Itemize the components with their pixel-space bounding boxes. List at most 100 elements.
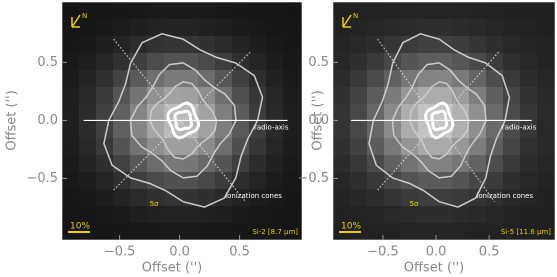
pixel: [333, 155, 350, 172]
pixel: [113, 155, 130, 172]
pixel: [130, 223, 147, 240]
pixel: [96, 87, 113, 104]
pixel: [401, 155, 418, 172]
pixel: [164, 223, 181, 240]
pixel: [435, 70, 452, 87]
pixel: [249, 2, 266, 19]
pixel: [486, 104, 503, 121]
pixel: [79, 2, 96, 19]
pixel: [401, 189, 418, 206]
pixel: [249, 87, 266, 104]
pixel: [147, 87, 164, 104]
pixel: [333, 189, 350, 206]
pixel: [435, 53, 452, 70]
pixel: [198, 36, 215, 53]
y-axis-label: Offset (''): [5, 90, 20, 150]
pixel: [79, 138, 96, 155]
pixel: [300, 223, 302, 240]
pixel: [537, 155, 554, 172]
pixel: [181, 155, 198, 172]
pixel: [469, 121, 486, 138]
pixel: [469, 172, 486, 189]
pixel: [486, 19, 503, 36]
pixel: [333, 104, 350, 121]
pixel: [520, 19, 537, 36]
pixel: [96, 2, 113, 19]
pixel: [537, 87, 554, 104]
filter-label: Si-2 [8.7 μm]: [252, 228, 298, 236]
pixel: [418, 2, 435, 19]
pixel: [350, 206, 367, 223]
pixel: [537, 172, 554, 189]
pixel: [486, 172, 503, 189]
sigma-label: 5σ: [409, 200, 418, 208]
pixel: [520, 155, 537, 172]
pixel: [469, 223, 486, 240]
pixel: [300, 155, 302, 172]
pixel: [79, 206, 96, 223]
pixel: [147, 155, 164, 172]
pixel: [164, 19, 181, 36]
pixel: [79, 121, 96, 138]
pixel: [79, 53, 96, 70]
pixel: [232, 2, 249, 19]
pixel: [164, 87, 181, 104]
pixel: [486, 223, 503, 240]
pixel: [537, 206, 554, 223]
pixel: [232, 121, 249, 138]
y-tick-label: 0.0: [308, 113, 329, 128]
pixel: [113, 206, 130, 223]
pixel: [486, 87, 503, 104]
scale-label: 10%: [341, 222, 361, 232]
pixel: [486, 189, 503, 206]
pixel: [300, 53, 302, 70]
pixel: [401, 36, 418, 53]
pixel: [350, 104, 367, 121]
pixel: [520, 53, 537, 70]
pixel: [452, 36, 469, 53]
pixel: [300, 138, 302, 155]
pixel: [113, 138, 130, 155]
pixel: [503, 53, 520, 70]
pixel: [469, 70, 486, 87]
pixel: [249, 155, 266, 172]
pixel: [503, 206, 520, 223]
pixel: [79, 189, 96, 206]
pixel: [418, 36, 435, 53]
pixel: [300, 104, 302, 121]
north-arrow: [71, 14, 81, 28]
pixel: [333, 206, 350, 223]
pixel: [147, 104, 164, 121]
pixel: [130, 206, 147, 223]
pixel: [367, 172, 384, 189]
pixel: [181, 206, 198, 223]
pixel: [198, 53, 215, 70]
pixel: [469, 206, 486, 223]
pixel: [198, 189, 215, 206]
pixel: [520, 172, 537, 189]
pixel: [401, 53, 418, 70]
pixel: [96, 189, 113, 206]
pixel: [130, 189, 147, 206]
pixel: [62, 2, 79, 19]
pixel: [367, 104, 384, 121]
pixel: [486, 70, 503, 87]
pixel: [164, 2, 181, 19]
y-tick-label: 0.0: [37, 113, 58, 128]
pixel: [384, 206, 401, 223]
cones-label: ionization cones: [225, 192, 282, 200]
pixel: [384, 223, 401, 240]
pixel: [520, 70, 537, 87]
radio-axis-label: radio-axis: [502, 123, 537, 131]
pixel: [215, 53, 232, 70]
pixel: [469, 104, 486, 121]
pixel: [452, 104, 469, 121]
pixel: [350, 70, 367, 87]
pixel: [266, 19, 283, 36]
pixel: [418, 19, 435, 36]
pixel: [503, 223, 520, 240]
x-tick-label: −0.5: [104, 245, 136, 260]
pixel: [96, 19, 113, 36]
